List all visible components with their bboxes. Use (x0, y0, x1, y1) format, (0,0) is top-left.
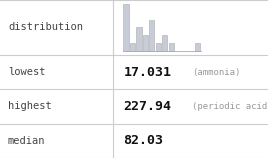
Bar (149, 20, 154, 51)
Text: 82.03: 82.03 (123, 134, 163, 147)
Bar (195, 43, 200, 51)
Bar (143, 35, 148, 51)
Bar (123, 4, 129, 51)
Text: distribution: distribution (8, 22, 83, 33)
Text: (periodic acid): (periodic acid) (192, 102, 268, 111)
Bar (130, 43, 135, 51)
Text: lowest: lowest (8, 67, 45, 77)
Text: 17.031: 17.031 (123, 66, 171, 79)
Bar (169, 43, 174, 51)
Text: median: median (8, 136, 45, 146)
Text: (ammonia): (ammonia) (192, 68, 241, 77)
Text: 227.94: 227.94 (123, 100, 171, 113)
Bar (162, 35, 168, 51)
Text: highest: highest (8, 101, 52, 112)
Bar (136, 27, 142, 51)
Bar (156, 43, 161, 51)
